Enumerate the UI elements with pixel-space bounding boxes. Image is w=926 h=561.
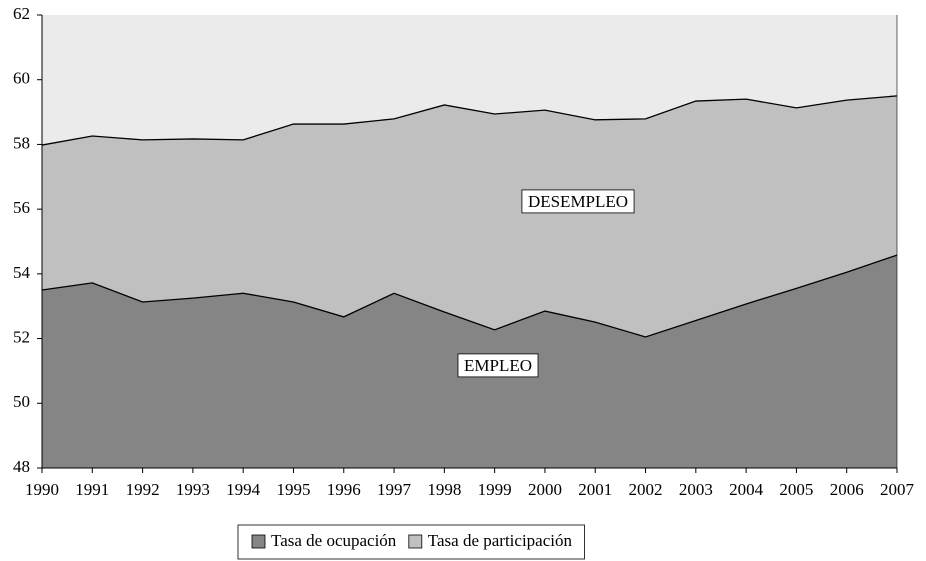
x-tick-label: 2007	[880, 480, 915, 499]
x-tick-label: 2003	[679, 480, 713, 499]
x-tick-label: 1996	[327, 480, 361, 499]
y-tick-label: 58	[13, 133, 30, 152]
x-tick-label: 1995	[276, 480, 310, 499]
x-tick-label: 1992	[126, 480, 160, 499]
x-tick-label: 1993	[176, 480, 210, 499]
x-tick-label: 1997	[377, 480, 412, 499]
annotation-box	[457, 353, 539, 378]
y-tick-label: 54	[13, 263, 31, 282]
annotation: DESEMPLEO	[521, 189, 635, 214]
x-tick-label: 2004	[729, 480, 764, 499]
y-tick-label: 52	[13, 327, 30, 346]
y-tick-label: 56	[13, 198, 30, 217]
legend: Tasa de ocupación Tasa de participación	[237, 524, 585, 560]
x-tick-label: 2002	[629, 480, 663, 499]
legend-label: Tasa de ocupación	[271, 531, 397, 550]
x-tick-label: 1999	[478, 480, 512, 499]
annotation-label: EMPLEO	[464, 356, 532, 375]
y-tick-label: 50	[13, 392, 30, 411]
legend-swatch	[251, 534, 266, 549]
x-tick-label: 1998	[427, 480, 461, 499]
x-tick-label: 2000	[528, 480, 562, 499]
area-line	[41, 95, 898, 146]
annotation-label: DESEMPLEO	[528, 192, 628, 211]
legend-swatch	[408, 534, 423, 549]
y-tick-label: 60	[13, 69, 30, 88]
annotation-box	[521, 189, 635, 214]
y-tick-label: 62	[13, 4, 30, 23]
x-tick-label: 1994	[226, 480, 261, 499]
x-tick-label: 2005	[779, 480, 813, 499]
area-line	[41, 254, 898, 338]
y-tick-label: 48	[13, 457, 30, 476]
x-tick-label: 2006	[830, 480, 864, 499]
annotation: EMPLEO	[457, 353, 539, 378]
x-tick-label: 2001	[578, 480, 612, 499]
x-tick-label: 1990	[25, 480, 59, 499]
legend-label: Tasa de participación	[428, 531, 573, 550]
x-tick-label: 1991	[75, 480, 109, 499]
